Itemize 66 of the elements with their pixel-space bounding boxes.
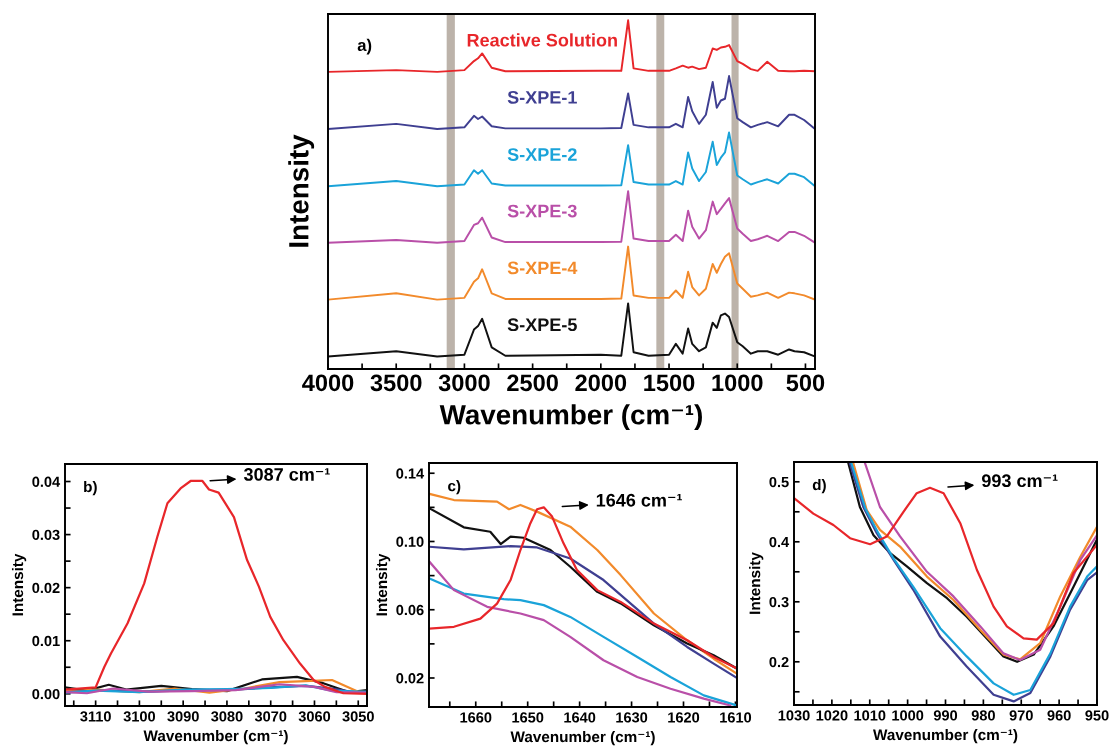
x-tick-label: 1660	[460, 712, 492, 723]
y-axis-title: Intensity	[11, 553, 27, 616]
y-tick-label: 0.10	[396, 536, 424, 547]
x-tick-label: 3500	[370, 374, 422, 392]
x-tick-label: 1020	[816, 710, 848, 721]
series-label: S-XPE-1	[507, 90, 577, 104]
x-tick-label: 1030	[778, 710, 810, 721]
x-tick-label: 2000	[575, 374, 627, 392]
x-tick-label: 970	[1009, 710, 1033, 721]
x-tick-label: 1010	[854, 710, 886, 721]
x-axis-title: Wavenumber (cm⁻¹)	[143, 730, 288, 745]
x-tick-label: 3090	[167, 711, 199, 722]
annotation: 993 cm⁻¹	[981, 474, 1058, 488]
series-label: S-XPE-2	[507, 148, 577, 161]
x-tick-label: 500	[786, 374, 825, 392]
x-tick-label: 4000	[302, 374, 354, 392]
annotation: d)	[812, 479, 826, 494]
x-tick-label: 1640	[564, 712, 596, 723]
y-tick-label: 0.06	[396, 604, 424, 616]
x-tick-label: 3060	[298, 711, 331, 722]
annotation: c)	[448, 480, 461, 495]
x-tick-label: 1000	[892, 710, 924, 721]
annotation: a)	[357, 38, 372, 55]
annotation: b)	[84, 480, 97, 496]
x-axis-title: Wavenumber (cm⁻¹)	[873, 729, 1018, 744]
series-label: S-XPE-3	[507, 204, 577, 218]
series-label: S-XPE-5	[507, 318, 577, 332]
y-axis-title: Intensity	[288, 134, 315, 247]
x-tick-label: 1620	[668, 712, 700, 723]
x-tick-label: 3000	[438, 374, 490, 392]
x-tick-label: 960	[1047, 710, 1071, 721]
y-tick-label: 0.03	[32, 529, 60, 541]
x-axis-title: Wavenumber (cm⁻¹)	[510, 731, 655, 746]
x-tick-label: 1650	[512, 712, 544, 723]
y-tick-label: 0.02	[32, 582, 60, 594]
y-tick-label: 0.2	[769, 656, 789, 668]
y-tick-label: 0.04	[32, 476, 61, 487]
x-tick-label: 3100	[123, 711, 156, 722]
annotation: 3087 cm⁻¹	[243, 468, 330, 481]
x-tick-label: 3070	[254, 711, 287, 722]
series-label: S-XPE-4	[507, 261, 578, 275]
x-tick-label: 990	[933, 710, 958, 721]
series-label: Reactive Solution	[467, 33, 617, 47]
x-tick-label: 1500	[644, 374, 695, 392]
y-tick-label: 0.02	[396, 673, 424, 684]
line-series	[65, 479, 367, 695]
x-tick-label: 3080	[211, 711, 243, 722]
y-axis-title: Intensity	[375, 553, 391, 616]
y-tick-label: 0.00	[32, 688, 60, 700]
y-tick-label: 0.5	[769, 476, 789, 488]
x-tick-label: 950	[1085, 710, 1109, 721]
x-tick-label: 3050	[342, 711, 374, 722]
x-tick-label: 1000	[712, 374, 763, 392]
x-axis-title: Wavenumber (cm⁻¹)	[439, 404, 702, 431]
x-tick-label: 980	[971, 710, 995, 721]
x-tick-label: 3110	[80, 711, 111, 722]
x-tick-label: 2500	[507, 374, 558, 392]
y-tick-label: 0.4	[769, 536, 790, 548]
x-tick-label: 1610	[720, 712, 752, 723]
annotation: 1646 cm⁻¹	[596, 493, 682, 507]
y-tick-label: 0.01	[32, 635, 60, 647]
y-tick-label: 0.14	[396, 468, 425, 479]
line-series	[429, 544, 737, 680]
x-tick-label: 1630	[616, 712, 648, 723]
y-axis-title: Intensity	[749, 552, 764, 614]
y-tick-label: 0.3	[769, 596, 789, 608]
